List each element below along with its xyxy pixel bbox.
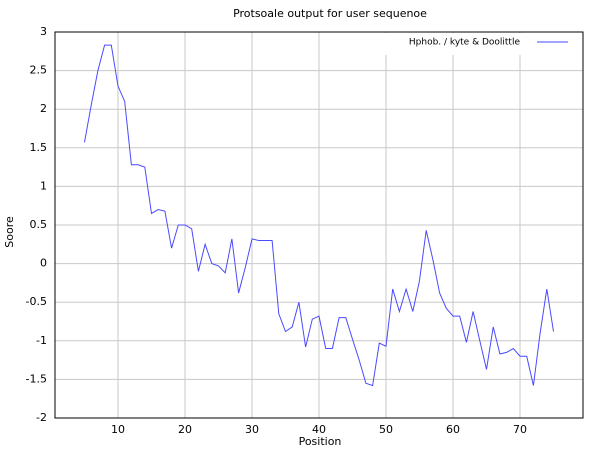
y-tick-label: 0	[40, 257, 47, 270]
x-tick-label: 40	[312, 423, 326, 436]
x-tick-label: 70	[513, 423, 527, 436]
plot-frame	[54, 31, 584, 419]
y-tick-label: -1.5	[26, 372, 47, 385]
x-axis-label: Position	[299, 435, 342, 448]
y-tick-label: -2	[36, 411, 47, 424]
y-tick-label: 0.5	[30, 218, 48, 231]
x-tick-label: 60	[446, 423, 460, 436]
y-tick-label: 3	[40, 25, 47, 38]
y-tick-label: 2	[40, 102, 47, 115]
x-tick-label: 10	[111, 423, 125, 436]
x-tick-label: 20	[178, 423, 192, 436]
y-tick-label: 1	[40, 179, 47, 192]
chart-title: Protsoale output for user sequenoe	[233, 7, 427, 20]
legend-label: Hphob. / kyte & Doolittle	[409, 38, 521, 48]
y-tick-label: 2.5	[30, 64, 48, 77]
x-tick-label: 30	[245, 423, 259, 436]
x-tick-label: 50	[379, 423, 393, 436]
y-tick-label: -1	[36, 334, 47, 347]
data-line	[83, 44, 555, 387]
legend-box	[360, 33, 582, 55]
y-axis-label: Soore	[3, 216, 16, 248]
y-tick-label: -0.5	[26, 295, 47, 308]
y-tick-label: 1.5	[30, 141, 48, 154]
